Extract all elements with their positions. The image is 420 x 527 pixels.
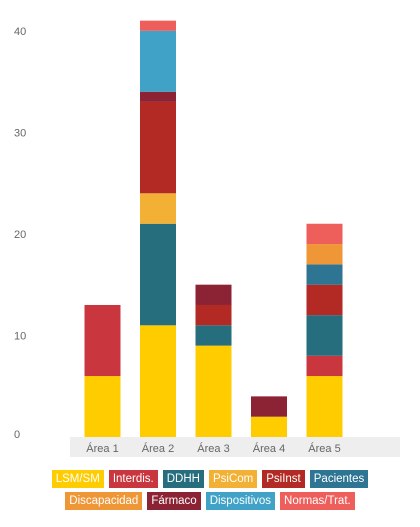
bar-segment[interactable] (140, 91, 176, 102)
bar-segment[interactable] (306, 223, 343, 245)
bar-segment[interactable] (140, 20, 176, 31)
bar-segment[interactable] (84, 304, 121, 377)
legend-item[interactable]: Normas/Trat. (280, 492, 355, 510)
legend-item[interactable]: PsiCom (208, 470, 258, 488)
bar-segment[interactable] (251, 416, 287, 437)
bar-segment[interactable] (140, 223, 176, 326)
y-tick-label: 40 (14, 26, 26, 38)
x-tick-label: Área 2 (142, 442, 174, 455)
bar-segment[interactable] (195, 284, 232, 305)
x-tick-label: Área 3 (197, 442, 229, 455)
bar-segment[interactable] (195, 345, 232, 437)
bar-segment[interactable] (140, 101, 176, 194)
y-tick-label: 30 (14, 127, 26, 139)
legend-item[interactable]: Dispositivos (205, 492, 276, 510)
bar-segment[interactable] (306, 315, 343, 356)
y-tick-label: 10 (14, 330, 26, 342)
x-tick-label: Área 1 (86, 442, 118, 455)
bar-segment[interactable] (140, 325, 176, 437)
bar-segment[interactable] (251, 396, 287, 417)
legend-item[interactable]: DDHH (162, 470, 204, 488)
bar-segment[interactable] (306, 264, 343, 285)
bar-segment[interactable] (84, 376, 121, 437)
legend-item[interactable]: LSM/SM (51, 470, 104, 488)
bar-segment[interactable] (306, 284, 343, 316)
y-tick-label: 0 (14, 429, 20, 441)
bars (84, 20, 343, 437)
x-tick-label: Área 5 (308, 442, 340, 455)
bar-segment[interactable] (195, 325, 232, 346)
x-tick-label: Área 4 (253, 442, 285, 455)
x-axis-labels: Área 1 Área 2 Área 3 Área 4 Área 5 (86, 442, 340, 455)
x-axis-band (70, 437, 400, 457)
legend-item[interactable]: Discapacidad (65, 492, 143, 510)
bar-segment[interactable] (195, 304, 232, 326)
stacked-bar-chart: 0 10 20 30 40 Área 1 Área 2 Área 3 Área 4 Área 5 (14, 20, 400, 457)
legend-item[interactable]: Fármaco (147, 492, 201, 510)
bar-segment[interactable] (140, 30, 176, 92)
legend: LSM/SM Interdis. DDHH PsiCom PsiInst Paciente… (0, 470, 420, 510)
bar-segment[interactable] (306, 355, 343, 377)
y-axis-ticks: 0 10 20 30 40 (14, 26, 26, 441)
legend-item[interactable]: Interdis. (108, 470, 158, 488)
legend-item[interactable]: PsiInst (262, 470, 305, 488)
bar-segment[interactable] (140, 193, 176, 224)
bar-segment[interactable] (306, 244, 343, 265)
y-tick-label: 20 (14, 229, 26, 241)
bar-segment[interactable] (306, 376, 343, 437)
legend-item[interactable]: Pacientes (309, 470, 369, 488)
